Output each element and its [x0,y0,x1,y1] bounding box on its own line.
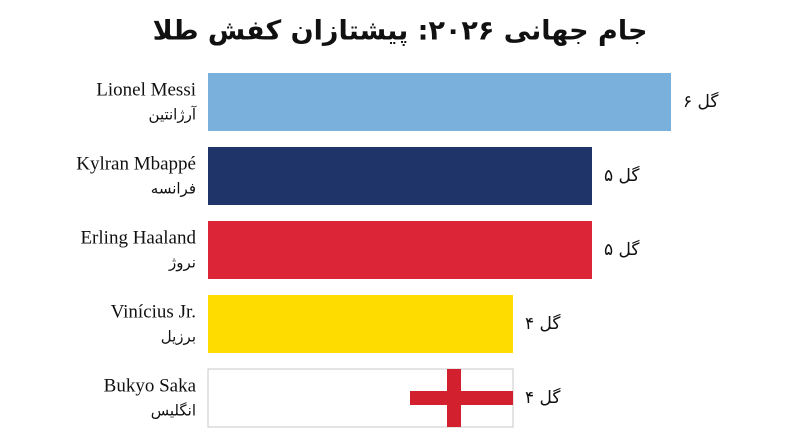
country-label: انگلیس [151,402,196,420]
category-label: Lionel Messi [96,79,196,100]
bar [208,295,513,353]
category-label: Bukyo Saka [104,375,197,396]
value-label: ۵ گل [604,239,640,260]
value-label: ۴ گل [525,387,561,408]
category-label: Erling Haaland [80,227,196,248]
value-label: ۵ گل [604,165,640,186]
value-label: ۶ گل [683,91,719,112]
country-label: فرانسه [151,180,196,198]
bar [208,73,671,131]
bar [208,147,592,205]
value-label: ۴ گل [525,313,561,334]
country-label: برزیل [161,328,196,346]
country-label: آرژانتین [149,106,197,124]
category-label: Kylran Mbappé [76,153,196,174]
chart-title: جام جهانی ۲۰۲۶: پیشتازان کفش طلا [153,16,648,47]
bar [208,221,592,279]
category-label: Vinícius Jr. [111,301,196,322]
country-label: نروژ [168,254,196,272]
flag-cross [410,391,513,405]
